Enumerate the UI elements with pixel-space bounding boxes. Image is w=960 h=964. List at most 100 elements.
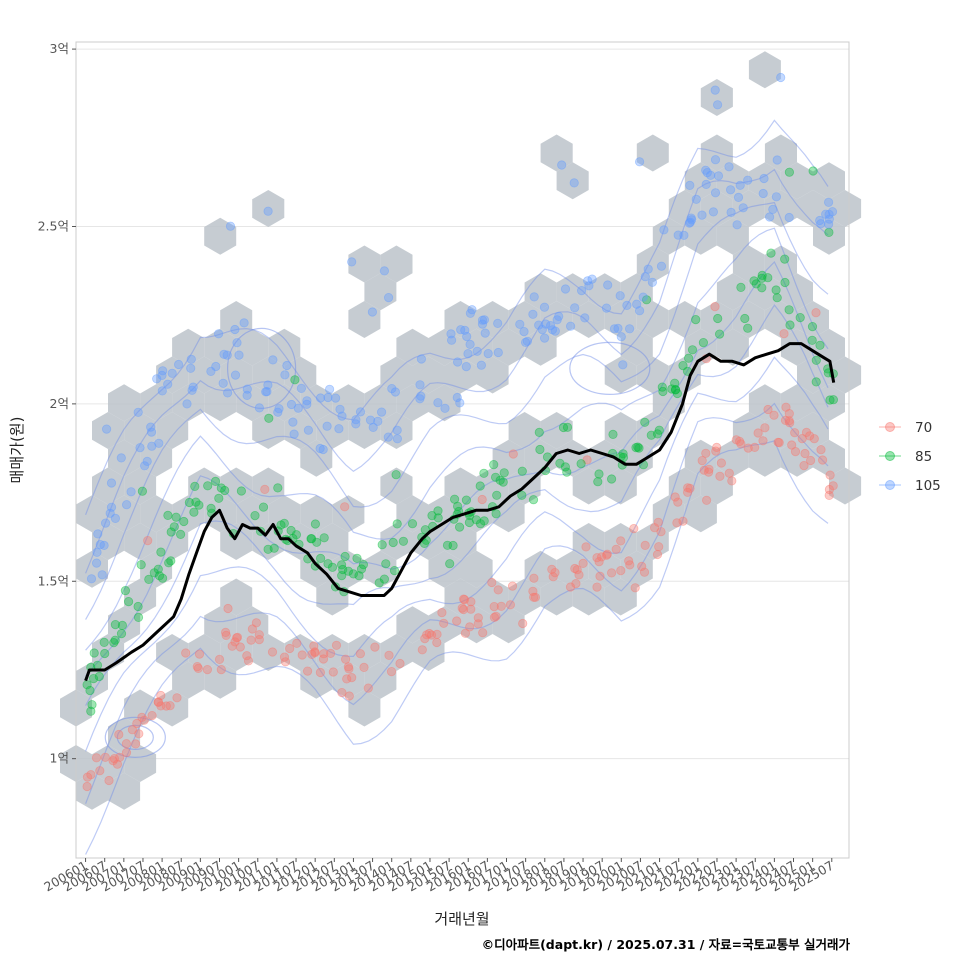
- hexbin-cell: [140, 439, 173, 477]
- point-105: [725, 185, 736, 195]
- hexbin-cell: [428, 328, 461, 366]
- hexbin-cell: [540, 301, 573, 338]
- point-70: [637, 561, 647, 572]
- point-85: [471, 515, 481, 525]
- point-105: [827, 207, 838, 217]
- point-105: [710, 155, 721, 165]
- hexbin-cell: [76, 550, 108, 588]
- point-70: [734, 436, 745, 446]
- point-105: [446, 329, 456, 339]
- hexbin-cell: [76, 495, 108, 533]
- point-85: [535, 444, 545, 455]
- point-70: [243, 656, 254, 666]
- point-85: [124, 596, 134, 607]
- hexbin-cell: [332, 384, 365, 422]
- point-70: [656, 527, 666, 537]
- point-85: [354, 571, 364, 581]
- hexbin-cell: [76, 772, 108, 810]
- point-105: [547, 325, 558, 335]
- point-70: [697, 455, 707, 466]
- hexbin-cell: [460, 606, 493, 644]
- hexbin-cell: [236, 328, 269, 366]
- hexbin-cell: [300, 661, 333, 699]
- point-105: [154, 438, 164, 448]
- y-tick-label: 1억: [50, 751, 69, 766]
- x-axis-title: 거래년월: [434, 910, 489, 928]
- point-70: [112, 759, 123, 769]
- hexbin-cell: [540, 578, 573, 616]
- hexbin-cell: [604, 578, 637, 616]
- point-105: [440, 403, 450, 413]
- hexbin-cell: [732, 301, 765, 338]
- hexbin-cell: [268, 328, 301, 366]
- point-70: [629, 523, 639, 534]
- point-85: [117, 620, 128, 631]
- point-105: [576, 285, 587, 296]
- hexbin-cell: [588, 439, 621, 477]
- point-85: [475, 519, 486, 529]
- point-85: [763, 273, 773, 283]
- point-70: [340, 654, 351, 664]
- point-85: [94, 671, 104, 682]
- point-105: [110, 513, 121, 524]
- point-105: [376, 407, 387, 417]
- point-70: [108, 756, 118, 766]
- hexbin-cell: [716, 273, 749, 311]
- hexbin-cell: [829, 467, 862, 505]
- point-70: [625, 560, 635, 570]
- point-70: [172, 693, 182, 703]
- point-105: [133, 407, 143, 417]
- hexbin-cell: [636, 412, 669, 449]
- hexbin-cell: [797, 190, 829, 227]
- point-105: [390, 387, 400, 397]
- point-85: [312, 537, 322, 547]
- point-105: [634, 157, 645, 167]
- hexbin-cell: [364, 550, 397, 588]
- point-85: [269, 543, 279, 553]
- point-105: [219, 349, 229, 359]
- hexbin-cell: [220, 301, 253, 338]
- point-85: [164, 558, 174, 568]
- point-105: [392, 425, 402, 435]
- point-105: [643, 264, 653, 274]
- point-105: [557, 160, 567, 170]
- point-85: [492, 490, 502, 500]
- point-85: [236, 486, 246, 496]
- point-105: [493, 347, 503, 358]
- point-70: [804, 431, 815, 441]
- point-105: [163, 379, 173, 389]
- point-105: [214, 329, 224, 339]
- point-85: [654, 425, 664, 435]
- point-105: [584, 281, 594, 291]
- point-85: [771, 285, 781, 295]
- point-70: [750, 442, 760, 452]
- point-85: [558, 422, 569, 433]
- point-85: [498, 477, 508, 487]
- point-85: [323, 559, 333, 569]
- point-85: [149, 568, 159, 578]
- hexbin-cell: [124, 467, 157, 505]
- point-105: [140, 461, 150, 471]
- point-105: [638, 292, 648, 302]
- point-105: [552, 315, 562, 325]
- hexbin-cell: [780, 328, 813, 366]
- hexbin-cell: [780, 439, 813, 477]
- point-105: [570, 303, 580, 313]
- hexbin-cell: [204, 606, 237, 644]
- point-85: [398, 536, 408, 546]
- point-70: [594, 557, 604, 567]
- point-70: [302, 666, 313, 676]
- hexbin-cell: [732, 190, 765, 227]
- hexbin-cell: [444, 356, 477, 394]
- hexbin-cell: [604, 301, 637, 338]
- point-105: [480, 328, 490, 338]
- point-85: [156, 547, 166, 557]
- point-70: [310, 648, 320, 658]
- hexbin-cell: [636, 301, 669, 338]
- point-85: [560, 462, 571, 472]
- point-105: [415, 380, 425, 390]
- point-70: [801, 427, 812, 437]
- hexbin-cell: [476, 467, 509, 505]
- point-85: [100, 648, 110, 659]
- hexbin-cell: [668, 467, 701, 505]
